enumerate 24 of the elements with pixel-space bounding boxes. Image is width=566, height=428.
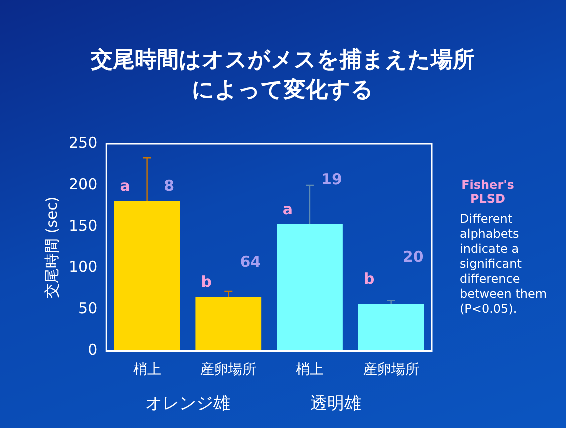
x-tick-label: 産卵場所 — [363, 362, 420, 378]
annotation: b — [201, 273, 212, 292]
text: 透明雄 — [310, 393, 362, 415]
annotation: 19 — [322, 170, 342, 188]
y-tick-label: 200 — [68, 175, 98, 194]
y-tick-label: 250 — [68, 134, 98, 152]
text: Different alphabets indicate a significant difference between them (P<0.05). — [460, 212, 548, 317]
annotation: 20 — [402, 248, 424, 266]
annotation: 64 — [240, 253, 262, 272]
y-tick-label: 100 — [68, 258, 98, 276]
chart-title: 交尾時間はオスがメスを捕まえた場所によって変化する — [90, 46, 476, 105]
y-tick-label: 150 — [68, 216, 98, 235]
annotation: b — [364, 270, 375, 288]
annotation: a — [120, 177, 130, 196]
y-tick-label: 0 — [88, 341, 98, 360]
annotation: 8 — [164, 177, 175, 196]
x-tick-label: 梢上 — [296, 362, 324, 378]
x-tick-label: 産卵場所 — [200, 362, 257, 378]
text: Fisher's PLSD — [460, 178, 516, 206]
annotation: a — [282, 200, 294, 218]
text: オレンジ雄 — [144, 393, 232, 415]
y-tick-label: 50 — [78, 300, 98, 318]
x-tick-label: 梢上 — [133, 362, 162, 378]
y-axis-title: 交尾時間 (sec) — [42, 196, 61, 298]
